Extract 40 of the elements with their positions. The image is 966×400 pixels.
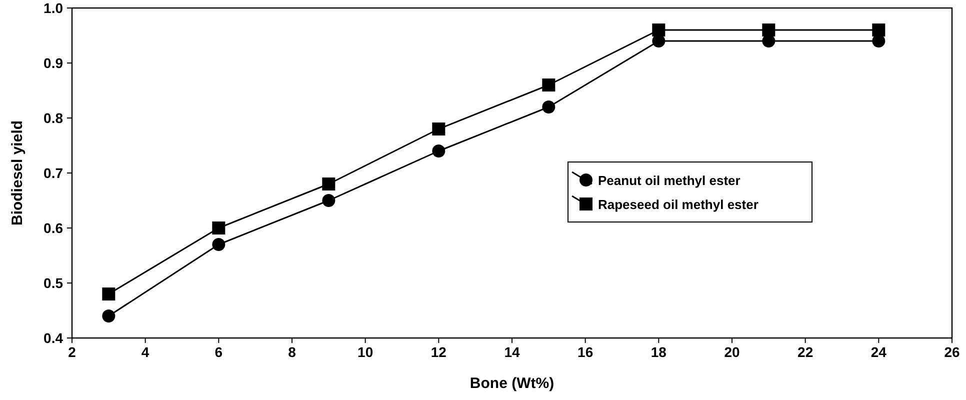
point	[542, 78, 556, 92]
x-tick-label: 6	[214, 344, 223, 360]
legend-label: Rapeseed oil methyl ester	[598, 197, 758, 212]
point	[212, 222, 226, 234]
y-tick-label: 0.8	[44, 110, 64, 126]
x-tick-label: 20	[724, 344, 740, 360]
x-tick-label: 4	[141, 344, 150, 360]
point	[102, 288, 116, 300]
x-tick-label: 24	[870, 344, 887, 360]
x-tick-label: 16	[578, 344, 594, 360]
y-axis-title: Biodiesel yield	[9, 120, 26, 226]
y-tick-label: 0.7	[44, 165, 64, 181]
x-tick-label: 12	[430, 344, 447, 360]
point	[652, 24, 666, 36]
legend-label: Peanut oil methyl ester	[598, 173, 740, 188]
point	[762, 34, 776, 48]
point	[652, 34, 666, 48]
x-axis-title: Bone (Wt%)	[470, 375, 554, 392]
x-tick-label: 26	[944, 344, 960, 360]
x-tick-label: 18	[650, 344, 667, 360]
y-tick-label: 0.4	[44, 330, 64, 346]
y-tick-label: 0.5	[44, 275, 64, 291]
point	[872, 34, 886, 48]
y-tick-label: 0.6	[44, 220, 64, 236]
x-tick-label: 2	[68, 344, 76, 360]
point	[432, 144, 446, 158]
point	[542, 100, 556, 114]
point	[322, 194, 336, 207]
point	[212, 238, 226, 251]
x-tick-label: 8	[288, 344, 296, 360]
x-tick-label: 10	[358, 344, 374, 360]
point	[432, 122, 446, 136]
y-tick-label: 1.0	[44, 0, 64, 16]
point	[762, 24, 776, 36]
y-tick-label: 0.9	[44, 55, 64, 71]
point	[102, 310, 116, 322]
x-tick-label: 22	[798, 344, 814, 360]
point	[322, 178, 336, 190]
point	[872, 24, 886, 36]
x-tick-label: 14	[504, 344, 520, 360]
